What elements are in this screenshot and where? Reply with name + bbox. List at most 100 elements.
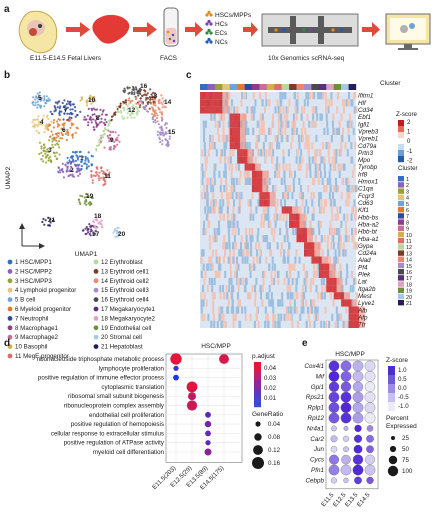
umap-point (105, 173, 108, 176)
heatmap-cell (247, 177, 250, 185)
heatmap-cell (289, 213, 300, 221)
umap-point (141, 94, 144, 97)
umap-point (40, 151, 43, 154)
umap-point (60, 131, 63, 134)
umap-point (42, 149, 45, 152)
umap-point (42, 217, 45, 221)
dotplot-e-title: HSC/MPP (335, 351, 365, 358)
umap-point (70, 165, 73, 168)
heatmap-cell (297, 320, 299, 328)
umap-point (58, 118, 62, 122)
workflow-step-scrna-seq: 10x Genomics scRNA-seq (268, 55, 345, 62)
heatmap-cell (315, 313, 318, 321)
heatmap-cell (326, 127, 329, 135)
umap-point (59, 105, 62, 108)
heatmap-cell (250, 242, 252, 250)
umap-point (44, 219, 47, 222)
heatmap-cell (321, 292, 323, 300)
heatmap-cell (245, 170, 248, 178)
heatmap-cell (279, 113, 282, 121)
umap-point (87, 107, 90, 110)
heatmap-cell (283, 113, 286, 121)
heatmap-cluster-number: 16 (406, 270, 412, 276)
dotplot-d-padj-tick: 0.03 (264, 375, 277, 382)
heatmap-cell (309, 170, 312, 178)
heatmap-cell (311, 106, 314, 114)
heatmap-cell (226, 292, 229, 300)
heatmap-cell (237, 192, 240, 200)
heatmap-cell (306, 163, 309, 171)
heatmap-cell (260, 120, 263, 128)
go-term-label: cellular response to extracellular stimu… (51, 430, 164, 437)
umap-point (78, 170, 81, 173)
umap-point (160, 133, 163, 136)
heatmap-cell (324, 92, 327, 100)
dotplot-d-ratio-swatch (252, 457, 264, 469)
heatmap-cell (290, 263, 293, 271)
umap-point (65, 103, 68, 106)
heatmap-gene-label: Pf4 (358, 264, 368, 271)
heatmap-cell (225, 242, 228, 250)
umap-point (55, 133, 59, 136)
heatmap-cell (335, 156, 338, 164)
dotplot-e-size-tick: 25 (402, 435, 409, 442)
heatmap-cell (337, 242, 340, 250)
heatmap-cluster-swatch (398, 213, 404, 219)
legend-entry: 3 HSC/MPP3 (15, 278, 52, 285)
heatmap-cell (264, 306, 267, 314)
heatmap-cell (250, 206, 252, 214)
heatmap-cell (292, 177, 295, 185)
heatmap-cell (274, 320, 277, 328)
heatmap-cell (294, 227, 297, 236)
heatmap-cell (355, 206, 357, 214)
heatmap-cell (203, 185, 206, 193)
heatmap-cell (233, 106, 236, 114)
heatmap-cell (297, 206, 300, 214)
umap-point (135, 96, 137, 99)
heatmap-cluster-swatch (398, 262, 404, 269)
workflow-step-facs: FACS (160, 55, 178, 62)
heatmap-cell (311, 306, 314, 314)
umap-point (118, 140, 121, 143)
legend-entry: 2 HSC/MPP2 (15, 268, 52, 275)
umap-point (58, 153, 61, 156)
heatmap-cell (269, 249, 272, 257)
umap-point (50, 147, 53, 150)
heatmap-cell (273, 263, 276, 271)
heatmap-cell (218, 306, 221, 314)
heatmap-cell (285, 313, 288, 321)
heatmap-cell (305, 270, 308, 278)
heatmap-cell (247, 249, 250, 257)
heatmap-cell (284, 199, 286, 207)
umap-point (44, 150, 47, 153)
heatmap-cell (291, 320, 294, 328)
dotplot-d-ratio-title: GeneRatio (252, 411, 283, 418)
heatmap-cell (347, 177, 350, 185)
umap-point (139, 104, 142, 107)
heatmap-cell (201, 149, 204, 157)
heatmap-cell (250, 113, 253, 121)
heatmap-cell (301, 106, 303, 114)
heatmap-cluster-bar-segment (318, 84, 327, 90)
heatmap-cell (320, 113, 323, 121)
umap-point (159, 111, 162, 114)
umap-point (81, 229, 85, 232)
umap-point (33, 124, 37, 127)
umap-point (33, 118, 37, 121)
heatmap-cell (281, 206, 293, 214)
heatmap-cell (267, 206, 270, 214)
heatmap-cell (220, 206, 223, 214)
heatmap-cell (338, 249, 341, 257)
umap-point (91, 181, 94, 184)
umap-point (87, 195, 90, 198)
umap-point (123, 87, 126, 90)
heatmap-cell (212, 299, 215, 307)
heatmap-cell (298, 156, 301, 164)
gene-dot (343, 446, 349, 453)
heatmap-cell (264, 213, 267, 221)
umap-point (92, 107, 95, 110)
umap-point (160, 94, 163, 97)
umap-point (165, 126, 168, 129)
heatmap-cell (320, 156, 323, 164)
legend-swatch (7, 269, 13, 274)
